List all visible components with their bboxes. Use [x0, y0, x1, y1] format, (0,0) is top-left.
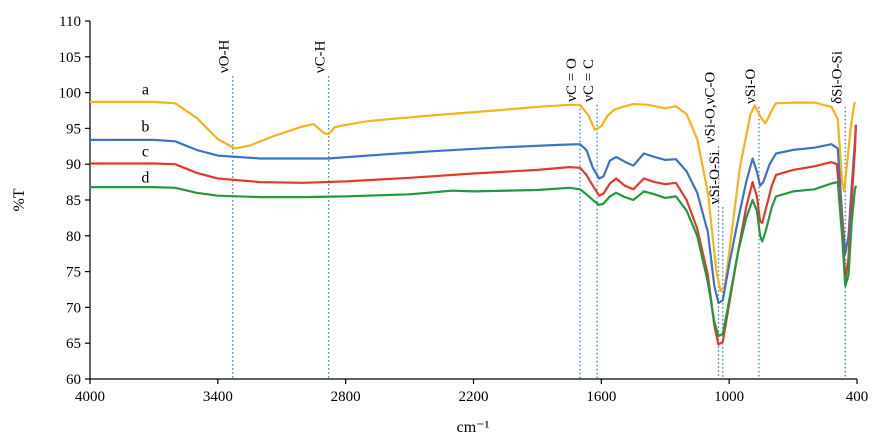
y-axis-title: %T: [11, 188, 28, 211]
series-label-c: c: [142, 144, 149, 161]
band-label: νSi-O-Si: [707, 152, 723, 205]
y-tick-label: 75: [66, 265, 81, 281]
y-tick-label: 80: [66, 229, 81, 245]
y-tick-label: 100: [59, 86, 82, 102]
x-tick-label: 400: [846, 389, 869, 405]
y-tick-label: 110: [59, 14, 81, 30]
band-marker-lines: [232, 76, 846, 379]
y-tick-label: 85: [66, 193, 81, 209]
band-label: νSi-O,νC-O: [703, 72, 719, 144]
series-line-d: [90, 181, 857, 338]
x-tick-label: 3400: [203, 389, 233, 405]
plot-area: 4000 3400 2800 2200 1600 1000 400 60 65 70 75 80 85…: [59, 14, 869, 405]
band-label: νO-H: [217, 39, 233, 73]
y-tick-label: 65: [66, 336, 81, 352]
x-tick-label: 1000: [714, 389, 744, 405]
series-line-c: [90, 124, 857, 346]
y-axis-ticks: 60 65 70 75 80 85 90 95 100 105 110: [59, 14, 90, 388]
y-tick-label: 90: [66, 157, 81, 173]
series-line-b: [90, 124, 857, 305]
series-line-a: [90, 100, 856, 292]
y-tick-label: 105: [59, 50, 82, 66]
x-tick-label: 1600: [586, 389, 616, 405]
series-label-b: b: [141, 119, 149, 136]
x-tick-label: 2200: [459, 389, 489, 405]
band-label: νSi-O: [743, 69, 759, 104]
series-label-d: d: [141, 169, 149, 186]
y-tick-label: 95: [66, 121, 81, 137]
x-axis-title: cm⁻¹: [457, 419, 490, 436]
series-lines: [90, 100, 857, 346]
x-axis-ticks: 4000 3400 2800 2200 1600 1000 400: [75, 379, 868, 405]
x-tick-label: 4000: [75, 389, 105, 405]
series-label-a: a: [142, 81, 149, 98]
series-labels: a bcd: [141, 81, 149, 186]
band-label: νC-H: [313, 40, 329, 73]
x-tick-label: 2800: [331, 389, 361, 405]
band-label: νC = O: [564, 58, 580, 102]
band-label: νC = C: [581, 59, 597, 102]
y-tick-label: 70: [66, 300, 81, 316]
y-tick-label: 60: [66, 372, 81, 388]
band-label: δSi-O-Si: [829, 51, 845, 104]
